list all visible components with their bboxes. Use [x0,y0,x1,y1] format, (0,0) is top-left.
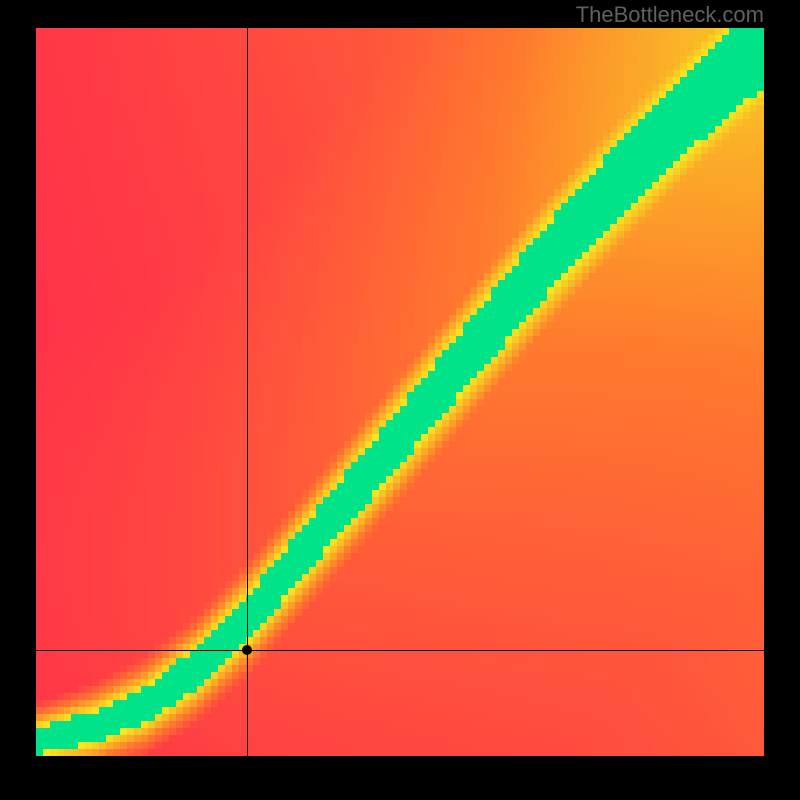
watermark-label: TheBottleneck.com [576,2,764,28]
chart-container: TheBottleneck.com [0,0,800,800]
selection-marker [242,645,252,655]
crosshair-horizontal [36,650,764,651]
bottleneck-heatmap [36,28,764,756]
plot-area [36,28,764,756]
